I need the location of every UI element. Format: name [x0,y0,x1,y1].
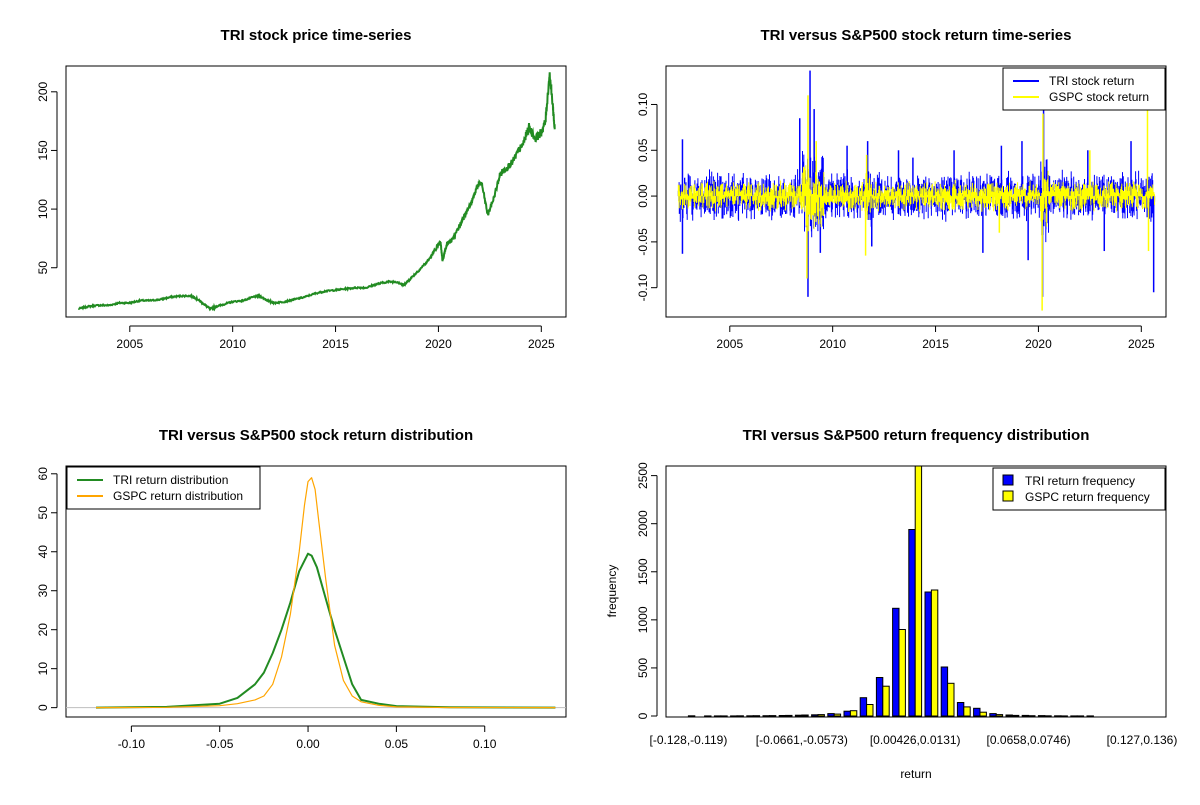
x-axis-label: return [900,767,931,781]
y-tick-label: 500 [636,658,650,678]
histogram-bar-tri [1006,715,1012,716]
histogram-bar-tri [925,592,931,716]
y-tick-label: 40 [36,545,50,559]
x-tick-label: [-0.0661,-0.0573) [756,733,848,747]
histogram-bar-tri [779,716,785,717]
y-tick-label: 2500 [636,462,650,489]
y-tick-label: 200 [36,81,50,101]
x-tick-label: [0.127,0.136) [1107,733,1178,747]
histogram-bar-gspc [948,683,954,716]
y-tick-label: 2000 [636,510,650,537]
histogram-bar-gspc [786,715,792,716]
histogram-bar-gspc [980,712,986,716]
histogram-bar-gspc [867,705,873,717]
y-tick-label: 1500 [636,558,650,585]
y-tick-label: 10 [36,662,50,676]
legend-label: TRI return frequency [1025,474,1135,488]
y-tick-label: 0.10 [636,92,650,116]
histogram-bar-tri [990,714,996,716]
y-tick-label: 60 [36,467,50,481]
y-axis-label: frequency [605,565,619,618]
histogram-bar-tri [795,715,801,716]
histogram-bar-gspc [899,630,905,717]
histogram-bar-gspc [964,707,970,716]
histogram-bar-gspc [931,590,937,716]
histogram-bar-tri [1022,715,1028,716]
y-tick-label: 50 [36,261,50,275]
x-tick-label: [0.0658,0.0746) [987,733,1071,747]
x-tick-label: 0.05 [385,737,409,751]
histogram-bar-gspc [915,466,921,716]
x-tick-label: [-0.128,-0.119) [649,733,727,747]
legend-label: GSPC return frequency [1025,490,1150,504]
y-tick-label: 0.00 [636,184,650,208]
histogram-bar-tri [957,703,963,717]
legend-label: GSPC stock return [1049,90,1149,104]
y-tick-label: 0.05 [636,138,650,162]
histogram-bar-gspc [818,715,824,716]
y-tick-label: 150 [36,140,50,160]
x-tick-label: 2020 [1025,337,1052,351]
histogram-bar-gspc [883,686,889,716]
histogram-bar-tri [812,715,818,716]
y-tick-label: 100 [36,199,50,219]
x-tick-label: 2010 [219,337,246,351]
y-tick-label: 20 [36,623,50,637]
histogram-bar-tri [828,714,834,716]
chart-title: TRI versus S&P500 return frequency distr… [743,427,1090,444]
y-tick-label: -0.05 [636,228,650,256]
legend-swatch [1003,475,1013,485]
y-tick-label: 50 [36,506,50,520]
y-tick-label: 0 [636,712,650,719]
legend-label: TRI return distribution [113,473,228,487]
histogram-bar-gspc [802,715,808,716]
y-tick-label: 1000 [636,606,650,633]
chart-title: TRI stock price time-series [221,27,412,44]
x-tick-label: 0.10 [473,737,497,751]
x-tick-label: 2015 [322,337,349,351]
legend-label: GSPC return distribution [113,489,243,503]
histogram-bar-gspc [834,714,840,716]
x-tick-label: 2005 [716,337,743,351]
histogram-bar-gspc [850,711,856,716]
legend-label: TRI stock return [1049,74,1134,88]
histogram-bar-tri [974,708,980,716]
legend-swatch [1003,491,1013,501]
x-tick-label: 2025 [528,337,555,351]
x-tick-label: [0.00426,0.0131) [870,733,961,747]
histogram-bar-gspc [996,715,1002,716]
x-tick-label: 0.00 [296,737,320,751]
histogram-bar-tri [844,711,850,716]
histogram-bar-tri [941,667,947,716]
histogram-bar-gspc [1012,715,1018,716]
y-tick-label: -0.10 [636,274,650,302]
histogram-bar-tri [893,608,899,716]
y-tick-label: 0 [36,704,50,711]
x-tick-label: -0.10 [118,737,146,751]
x-tick-label: 2020 [425,337,452,351]
y-tick-label: 30 [36,584,50,598]
x-tick-label: 2010 [819,337,846,351]
x-tick-label: 2005 [116,337,143,351]
histogram-bar-tri [909,530,915,717]
histogram-bar-tri [860,698,866,716]
histogram-bar-tri [876,678,882,717]
chart-title: TRI versus S&P500 stock return distribut… [159,427,473,444]
x-tick-label: 2015 [922,337,949,351]
chart-title: TRI versus S&P500 stock return time-seri… [761,27,1072,44]
x-tick-label: -0.05 [206,737,234,751]
x-tick-label: 2025 [1128,337,1155,351]
